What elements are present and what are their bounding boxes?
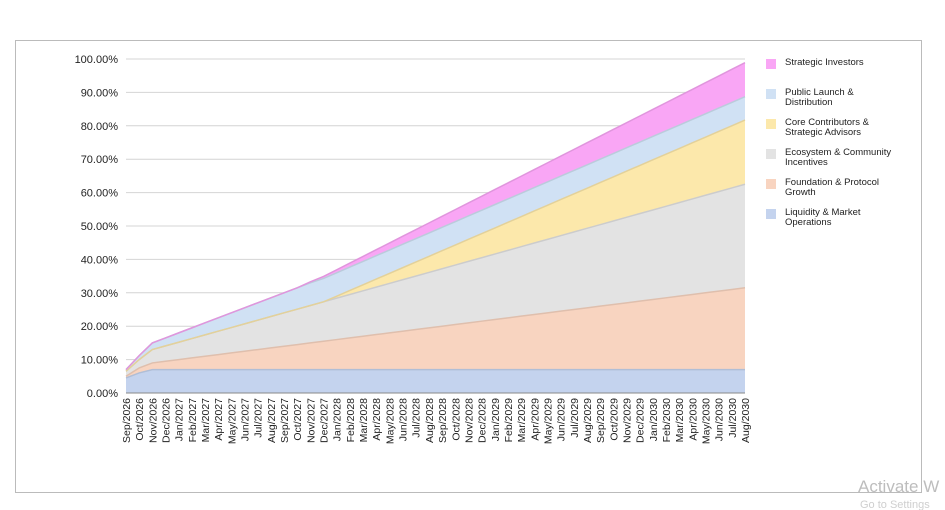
x-tick-label: Dec/2027 — [319, 398, 331, 443]
y-tick-label: 70.00% — [81, 154, 119, 166]
x-tick-label: Jan/2028 — [332, 398, 344, 441]
legend-item: Strategic Investors — [766, 58, 916, 88]
x-tick-label: May/2027 — [226, 398, 238, 444]
x-tick-label: Jul/2029 — [569, 398, 581, 438]
y-tick-label: 0.00% — [87, 388, 118, 400]
x-tick-label: Sep/2028 — [437, 398, 449, 443]
y-tick-label: 100.00% — [75, 54, 119, 66]
legend-label: Public Launch & Distribution — [785, 87, 854, 108]
x-tick-label: Jun/2027 — [240, 398, 252, 441]
legend-item: Ecosystem & Community Incentives — [766, 148, 916, 178]
area-edge — [125, 119, 746, 372]
y-tick-label: 10.00% — [81, 355, 119, 367]
x-tick-label: Apr/2028 — [371, 398, 383, 441]
x-tick-label: Sep/2027 — [279, 398, 291, 443]
x-tick-label: Sep/2029 — [595, 398, 607, 443]
x-tick-label: Feb/2029 — [503, 398, 515, 443]
y-tick-label: 40.00% — [81, 254, 119, 266]
x-tick-label: Mar/2028 — [358, 398, 370, 443]
legend-item: Public Launch & Distribution — [766, 88, 916, 118]
legend: Strategic Investors Public Launch & Distr… — [766, 58, 916, 238]
x-tick-label: Nov/2027 — [305, 398, 317, 443]
x-tick-label: May/2028 — [384, 398, 396, 444]
area — [126, 184, 745, 377]
area-edge — [125, 62, 746, 371]
x-tick-label: Oct/2027 — [292, 398, 304, 441]
x-tick-label: Aug/2029 — [582, 398, 594, 443]
x-tick-label: Oct/2026 — [134, 398, 146, 441]
y-tick-label: 80.00% — [81, 121, 119, 133]
legend-label: Strategic Investors — [785, 57, 864, 68]
x-tick-label: May/2029 — [542, 398, 554, 444]
x-tick-label: Oct/2029 — [608, 398, 620, 441]
y-tick-label: 30.00% — [81, 288, 119, 300]
x-tick-label: Jan/2029 — [490, 398, 502, 441]
x-tick-label: Nov/2029 — [621, 398, 633, 443]
y-tick-label: 20.00% — [81, 321, 119, 333]
legend-swatch — [766, 119, 776, 129]
x-tick-label: Dec/2029 — [635, 398, 647, 443]
x-tick-label: Jan/2027 — [174, 398, 186, 441]
x-tick-label: Nov/2026 — [147, 398, 159, 443]
chart-frame — [15, 40, 922, 493]
y-tick-label: 90.00% — [81, 87, 119, 99]
area-edge — [125, 368, 745, 379]
legend-item: Core Contributors & Strategic Advisors — [766, 118, 916, 148]
areas — [126, 62, 745, 393]
x-tick-label: Mar/2029 — [516, 398, 528, 443]
x-tick-label: Jun/2029 — [556, 398, 568, 441]
legend-swatch — [766, 149, 776, 159]
x-tick-label: Aug/2027 — [266, 398, 278, 443]
x-tick-label: Mar/2030 — [674, 398, 686, 443]
y-tick-label: 60.00% — [81, 188, 119, 200]
x-tick-label: Jan/2030 — [648, 398, 660, 441]
y-tick-label: 50.00% — [81, 221, 119, 233]
area — [126, 287, 745, 378]
x-tick-label: Aug/2030 — [740, 398, 752, 443]
area — [126, 96, 745, 372]
legend-label: Core Contributors & Strategic Advisors — [785, 117, 869, 138]
x-tick-label: Jul/2028 — [411, 398, 423, 438]
x-tick-label: Dec/2026 — [161, 398, 173, 443]
legend-label: Ecosystem & Community Incentives — [785, 147, 892, 168]
x-tick-label: Feb/2027 — [187, 398, 199, 443]
x-tick-label: Mar/2027 — [200, 398, 212, 443]
x-tick-label: Dec/2028 — [477, 398, 489, 443]
area — [126, 369, 745, 393]
x-tick-label: Nov/2028 — [463, 398, 475, 443]
legend-item: Foundation & Protocol Growth — [766, 178, 916, 208]
legend-swatch — [766, 179, 776, 189]
x-tick-label: Apr/2029 — [529, 398, 541, 441]
legend-item: Liquidity & Market Operations — [766, 208, 916, 238]
x-tick-label: Jul/2027 — [253, 398, 265, 438]
x-tick-label: Oct/2028 — [450, 398, 462, 441]
x-tick-label: Feb/2028 — [345, 398, 357, 443]
watermark-title: Activate W — [858, 477, 939, 496]
area-edge — [125, 287, 746, 377]
legend-label: Liquidity & Market Operations — [785, 207, 861, 228]
x-tick-label: Sep/2026 — [121, 398, 133, 443]
x-tick-label: Aug/2028 — [424, 398, 436, 443]
x-tick-label: Feb/2030 — [661, 398, 673, 443]
legend-label: Foundation & Protocol Growth — [785, 177, 880, 198]
legend-swatch — [766, 59, 776, 69]
x-tick-label: Jun/2028 — [398, 398, 410, 441]
x-tick-label: Apr/2027 — [213, 398, 225, 441]
x-tick-label: May/2030 — [700, 398, 712, 444]
legend-swatch — [766, 209, 776, 219]
legend-swatch — [766, 89, 776, 99]
area-lines — [125, 62, 746, 379]
x-tick-label: Jun/2030 — [714, 398, 726, 441]
x-tick-label: Jul/2030 — [727, 398, 739, 438]
x-tick-label: Apr/2030 — [687, 398, 699, 441]
watermark-subtitle: Go to Settings — [860, 499, 930, 510]
